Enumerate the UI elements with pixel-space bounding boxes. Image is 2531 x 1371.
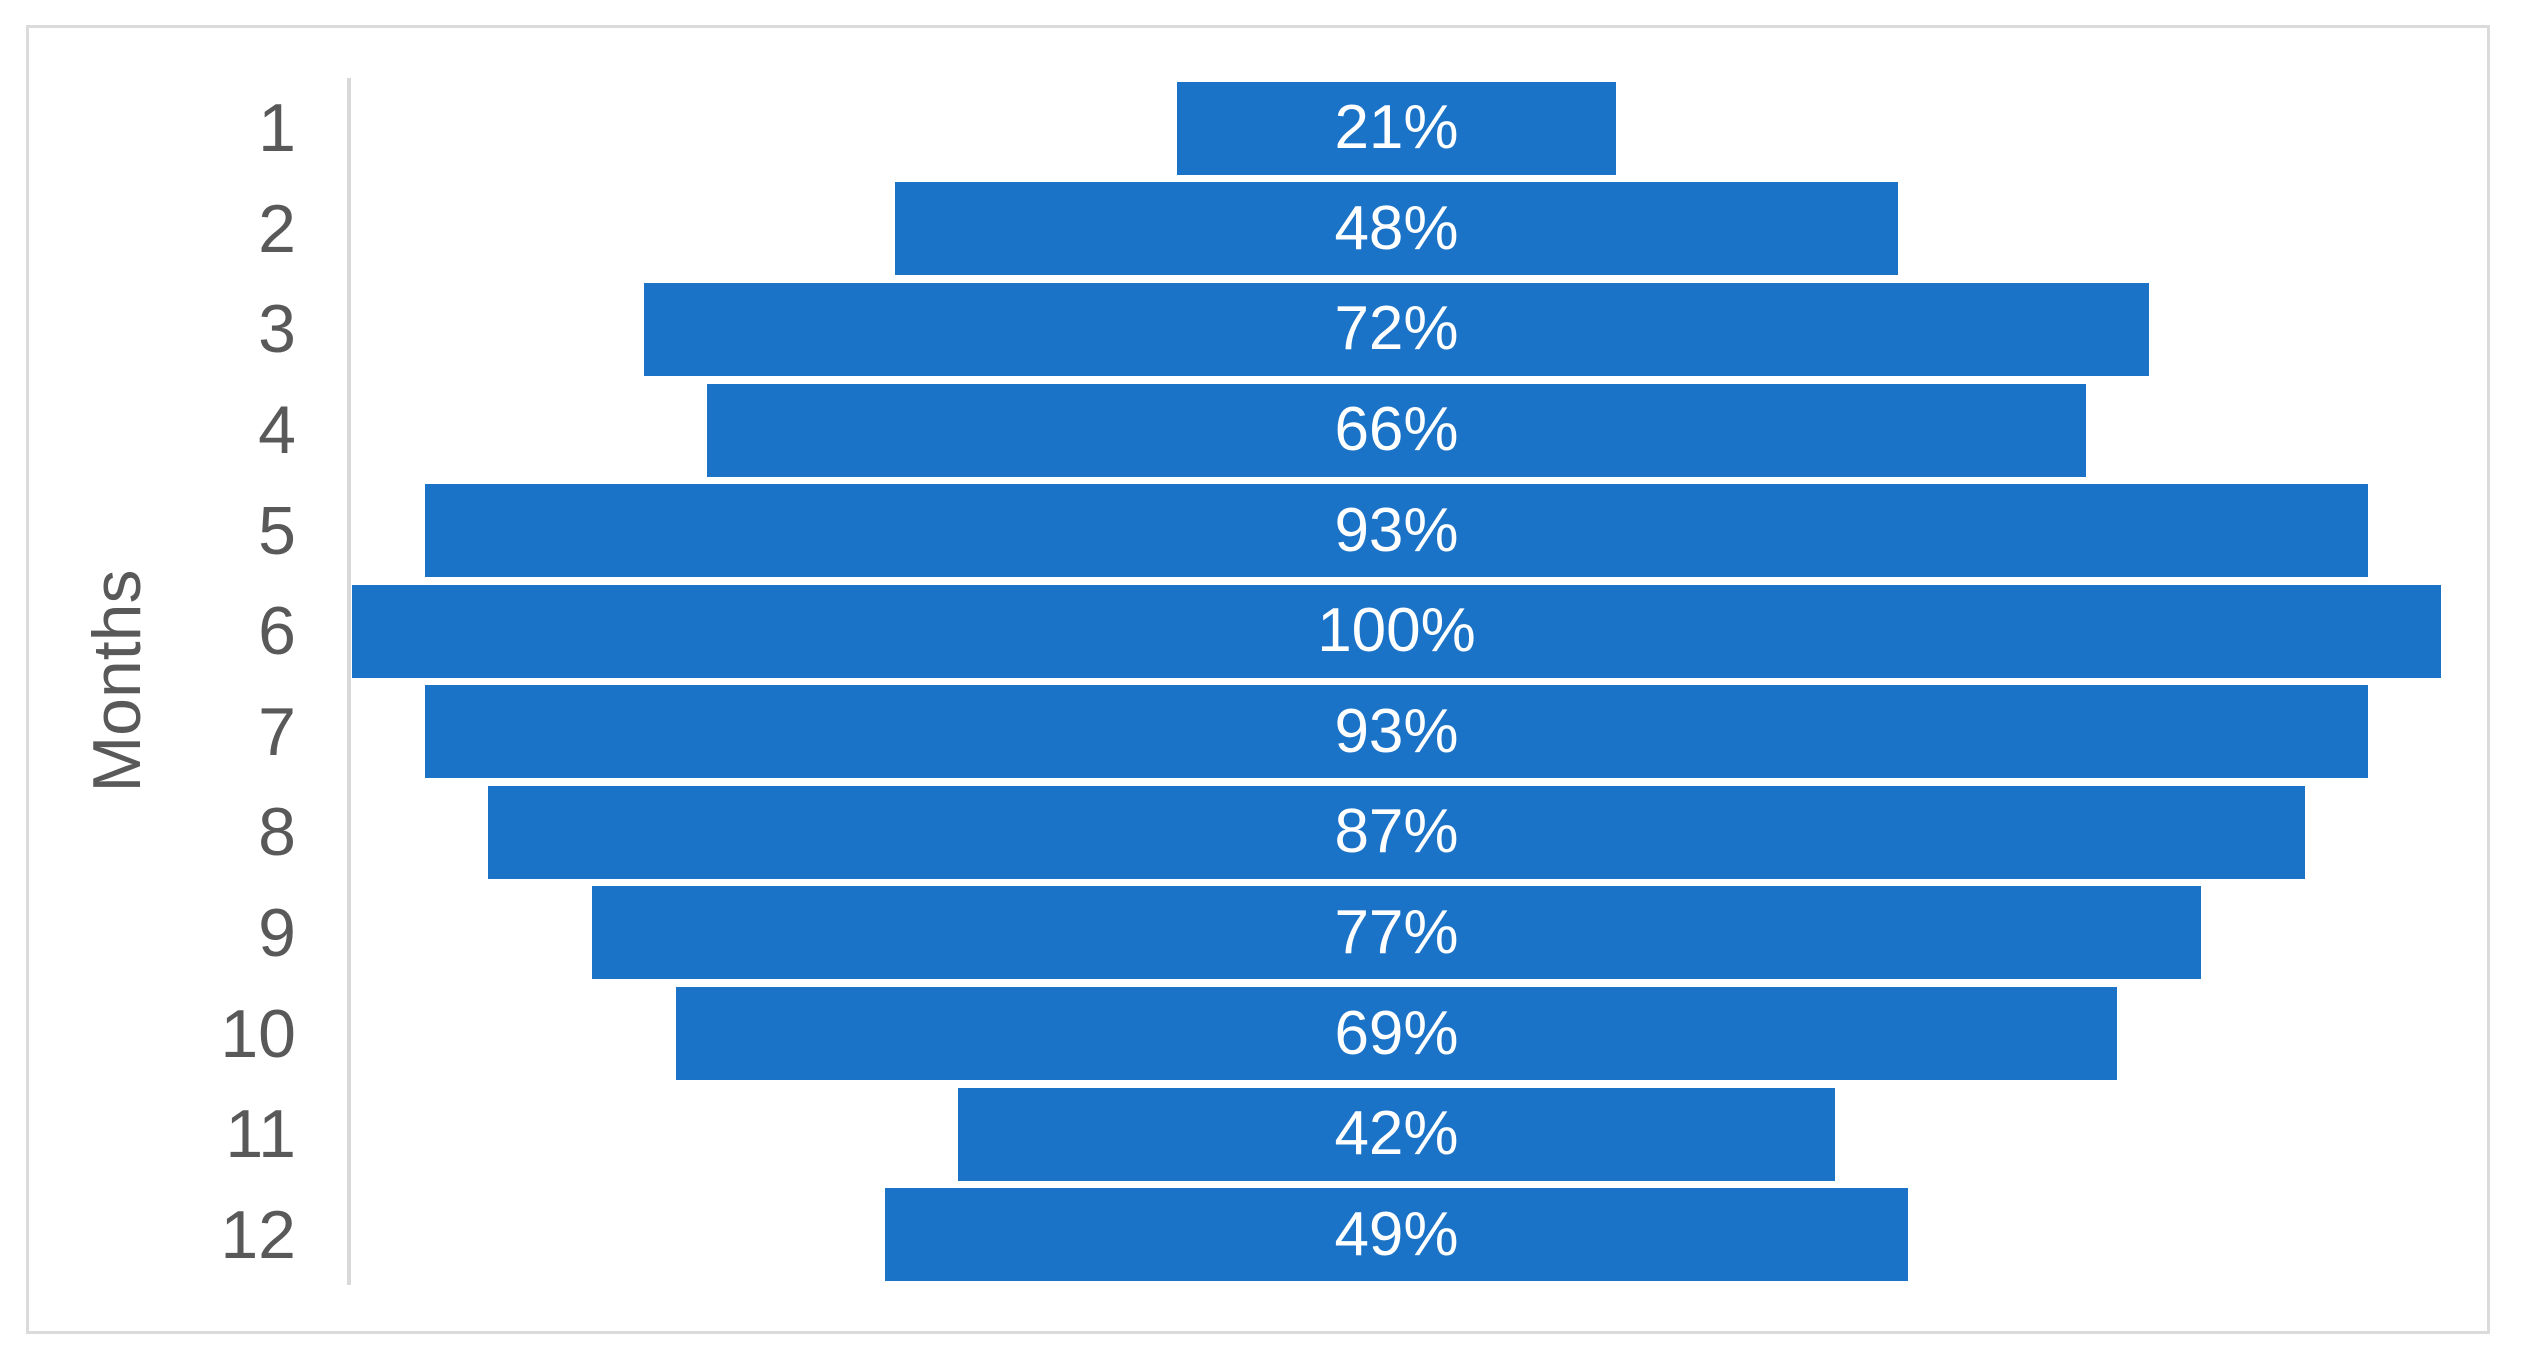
y-tick-label: 2: [258, 190, 296, 267]
bar-value-label: 66%: [1334, 395, 1459, 465]
y-tick-label: 6: [258, 593, 296, 670]
bar-value-label: 93%: [1334, 696, 1459, 766]
y-tick-label: 11: [225, 1096, 296, 1173]
bar-value-label: 49%: [1334, 1199, 1459, 1269]
funnel-bar: 49%: [884, 1188, 1909, 1282]
funnel-bar: 69%: [675, 987, 2118, 1081]
funnel-bar: 87%: [487, 785, 2306, 879]
y-tick-label: 4: [258, 392, 296, 469]
y-tick-label: 3: [258, 291, 296, 368]
funnel-bar: 48%: [895, 182, 1898, 276]
y-tick-label: 9: [258, 894, 296, 971]
funnel-bar: 21%: [1177, 81, 1616, 175]
funnel-bar: 93%: [425, 685, 2368, 779]
y-tick-label: 1: [258, 90, 296, 167]
funnel-bar: 66%: [707, 383, 2086, 477]
bar-value-label: 21%: [1334, 93, 1459, 163]
bar-value-label: 77%: [1334, 897, 1459, 967]
funnel-bar: 42%: [957, 1087, 1836, 1181]
bar-value-label: 69%: [1334, 998, 1459, 1068]
y-tick-label: 5: [258, 492, 296, 569]
bar-value-label: 87%: [1334, 797, 1459, 867]
y-tick-label: 8: [258, 794, 296, 871]
funnel-bar: 100%: [352, 584, 2441, 678]
funnel-bar: 72%: [644, 282, 2149, 376]
bar-value-label: 42%: [1334, 1099, 1459, 1169]
y-axis-line: [347, 78, 351, 1285]
y-tick-label: 10: [220, 995, 296, 1072]
funnel-bar: 93%: [425, 484, 2368, 578]
y-tick-label: 7: [258, 693, 296, 770]
bar-value-label: 93%: [1334, 495, 1459, 565]
bar-value-label: 100%: [1317, 596, 1476, 666]
funnel-bar: 77%: [592, 886, 2201, 980]
y-tick-label: 12: [220, 1196, 296, 1273]
bar-value-label: 72%: [1334, 294, 1459, 364]
bar-value-label: 48%: [1334, 193, 1459, 263]
